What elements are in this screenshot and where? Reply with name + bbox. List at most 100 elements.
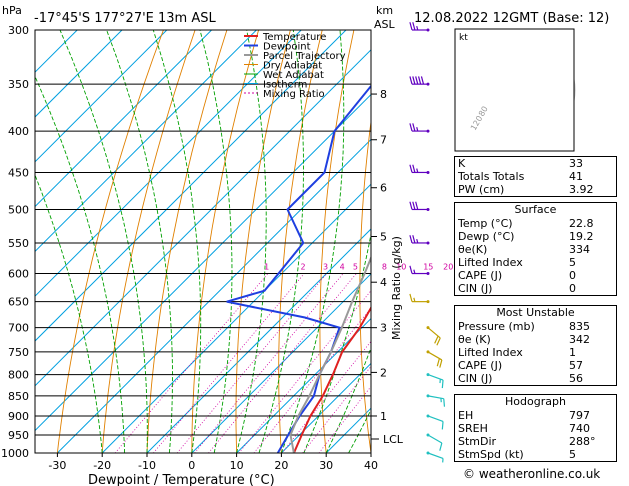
pressure-tick-label: 750 — [8, 346, 29, 359]
surface-thetae: θe(K) 334 — [458, 243, 590, 256]
mixing-ratio-line — [318, 385, 371, 453]
parcel-trajectory-line — [289, 255, 371, 453]
pressure-tick-label: 500 — [8, 203, 29, 216]
km-tick-label: 8 — [380, 88, 387, 101]
wind-barb-base — [426, 373, 430, 377]
isotherm-line — [101, 183, 371, 453]
wind-barb-base — [426, 129, 430, 133]
wind-barb-flag — [415, 201, 419, 210]
km-tick-label: 1 — [380, 410, 387, 423]
mu-cin: CIN (J) 56 — [458, 372, 583, 385]
mixing-ratio-label: 1 — [264, 263, 269, 272]
wind-barb-flag — [436, 337, 441, 346]
x-tick-label: 10 — [230, 459, 244, 472]
wind-barb-base — [426, 433, 430, 437]
wind-barb-flag — [412, 235, 416, 244]
pressure-tick-label: 550 — [8, 237, 29, 250]
wind-barb-flag — [409, 201, 413, 210]
x-axis-title: Dewpoint / Temperature (°C) — [88, 473, 275, 486]
isotherm-line — [146, 228, 371, 453]
wind-barb-base — [426, 394, 430, 398]
wind-barb-flag — [412, 123, 416, 132]
wind-barb-base — [426, 414, 430, 418]
mu-lifted-index: Lifted Index 1 — [458, 346, 576, 359]
wind-barb-flag — [441, 421, 444, 430]
wind-barb-flag — [409, 235, 413, 244]
km-tick-label: 2 — [380, 366, 387, 379]
wind-barb-base — [426, 28, 430, 32]
wind-barb — [427, 415, 444, 423]
wind-barb-flag — [417, 76, 422, 85]
wind-barb-flag — [441, 380, 444, 389]
km-tick-label: 7 — [380, 134, 387, 147]
pressure-tick-label: 700 — [8, 322, 29, 335]
wind-barb-flag — [412, 164, 416, 173]
wind-barb-base — [426, 300, 430, 304]
legend-label: Dewpoint — [263, 42, 311, 53]
legend-label: Mixing Ratio — [263, 89, 325, 100]
x-tick-label: 20 — [274, 459, 288, 472]
wind-barb-base — [426, 272, 430, 276]
isotherm-line — [236, 317, 371, 453]
hodo-stmspd: StmSpd (kt) 5 — [458, 448, 576, 461]
isotherm-line — [191, 273, 371, 453]
lcl-label: LCL — [383, 433, 404, 446]
wind-barb — [427, 452, 444, 460]
wind-barb-flag — [409, 293, 413, 302]
wind-barb-flag — [439, 442, 443, 451]
mixing-ratio-line — [194, 273, 344, 453]
hodograph-unit: kt — [459, 33, 468, 43]
x-tick-label: -20 — [93, 459, 111, 472]
km-tick-label: 6 — [380, 182, 387, 195]
wind-barb-flag — [436, 358, 440, 367]
most-unstable-title: Most Unstable — [496, 306, 575, 319]
km-tick-label: 5 — [380, 231, 387, 244]
plot-frame — [34, 29, 372, 454]
isotherm-line — [35, 30, 168, 163]
index-totals-totals: Totals Totals 41 — [458, 170, 583, 183]
wind-barb-flag — [409, 164, 413, 173]
surface-dewp: Dewp (°C) 19.2 — [458, 230, 594, 243]
wind-barb-flag — [434, 335, 439, 344]
legend-label: Isotherm — [263, 80, 307, 91]
hodograph-ring-80: 80 — [477, 105, 490, 118]
location-title: -17°45'S 177°27'E 13m ASL — [34, 11, 216, 26]
pressure-tick-label: 900 — [8, 410, 29, 423]
km-tick-label: 4 — [380, 276, 387, 289]
wind-barb-flag — [415, 76, 419, 85]
x-tick-label: -10 — [138, 459, 156, 472]
hodograph-frame — [454, 28, 575, 152]
indices-panel: K 33 Totals Totals 41 PW (cm) 3.92 — [454, 156, 617, 197]
temperature-line — [292, 305, 371, 453]
wind-barb-flag — [409, 76, 413, 85]
wet-adiabat-line — [35, 75, 126, 453]
wind-barb-base — [426, 451, 430, 455]
mixing-ratio-label: 4 — [340, 263, 345, 272]
isotherm-line — [35, 93, 371, 432]
hodograph-title: Hodograph — [505, 395, 566, 408]
isotherm-line — [281, 362, 371, 453]
datetime-title: 12.08.2022 12GMT (Base: 12) — [414, 11, 609, 26]
mixing-ratio-label: 10 — [396, 263, 406, 272]
wet-adiabat-line — [106, 30, 173, 453]
wind-barb-flag — [416, 127, 419, 132]
pressure-tick-label: 350 — [8, 78, 29, 91]
mu-pressure: Pressure (mb) 835 — [458, 320, 590, 333]
km-label: km — [376, 4, 393, 17]
pressure-tick-label: 1000 — [1, 447, 29, 460]
mixing-ratio-label: 3 — [323, 263, 328, 272]
hodo-sreh: SREH 740 — [458, 422, 590, 435]
wind-barb-flag — [412, 201, 416, 210]
legend-label: Dry Adiabat — [263, 61, 322, 72]
mixing-ratio-label: 20 — [443, 263, 453, 272]
mixing-ratio-line — [238, 290, 371, 453]
pressure-tick-label: 300 — [8, 24, 29, 37]
wet-adiabat-line — [258, 30, 304, 453]
wind-barb-flag — [439, 359, 443, 368]
index-pw: PW (cm) 3.92 — [458, 183, 594, 196]
isotherm-line — [57, 138, 371, 453]
wind-barb-flag — [409, 22, 413, 31]
isotherm-line — [35, 30, 212, 208]
